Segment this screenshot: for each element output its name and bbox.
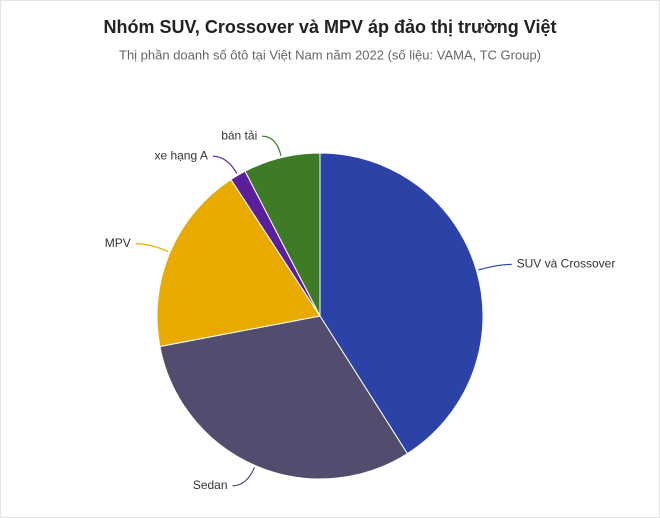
pie-slice	[244, 152, 321, 317]
pie-slice	[159, 315, 409, 480]
leader-line	[262, 135, 282, 156]
leader-line	[212, 155, 238, 174]
slice-label: Sedan	[193, 478, 228, 492]
pie-slice	[319, 152, 484, 455]
slice-label: xe hạng A	[154, 148, 207, 162]
chart-title: Nhóm SUV, Crossover và MPV áp đảo thị tr…	[104, 17, 557, 37]
slice-label: SUV và Crossover	[517, 257, 616, 271]
chart-subtitle: Thị phần doanh số ôtô tại Việt Nam năm 2…	[119, 47, 541, 62]
slice-label: bán tải	[221, 128, 257, 142]
leader-line	[232, 467, 256, 487]
slice-label: MPV	[105, 236, 131, 250]
leader-line	[478, 263, 512, 271]
leader-line	[135, 242, 169, 252]
pie-slice	[156, 178, 321, 348]
